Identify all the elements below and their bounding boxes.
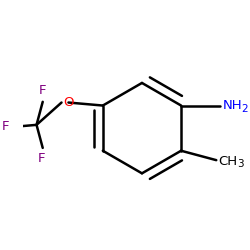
Text: 2: 2 [241, 104, 248, 114]
Text: O: O [63, 96, 74, 109]
Text: CH: CH [218, 155, 237, 168]
Text: F: F [2, 120, 9, 133]
Text: F: F [39, 84, 46, 98]
Text: 3: 3 [237, 159, 243, 169]
Text: NH: NH [222, 99, 242, 112]
Text: F: F [38, 152, 45, 165]
